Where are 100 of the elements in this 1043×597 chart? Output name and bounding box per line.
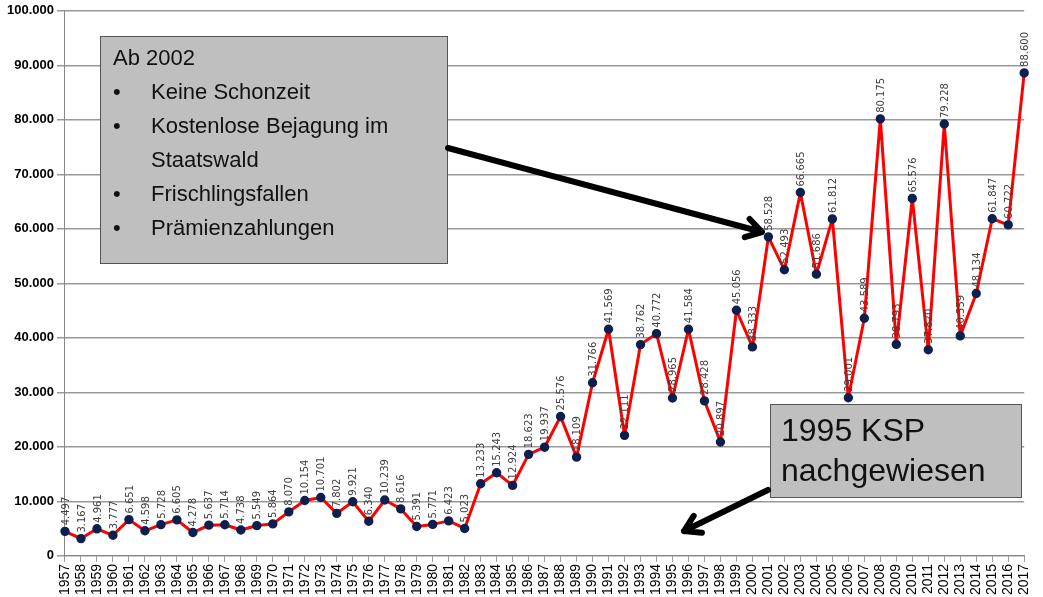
- text-box: 1995 KSP nachgewiesen: [770, 404, 1022, 498]
- x-tick-label: 1989: [567, 563, 584, 596]
- x-tick-label: 1986: [519, 563, 536, 596]
- x-tick-label: 1976: [359, 563, 376, 596]
- x-tick-label: 2013: [951, 563, 968, 596]
- data-label: 25.576: [555, 375, 567, 411]
- x-tick-label: 1983: [471, 563, 488, 596]
- x-tick-label: 2003: [791, 563, 808, 596]
- x-tick-label: 1978: [391, 563, 408, 596]
- data-label: 88.600: [1018, 31, 1030, 67]
- x-tick-label: 2005: [823, 563, 840, 596]
- x-tick-label: 1995: [663, 563, 680, 596]
- x-tick-label: 2015: [983, 563, 1000, 596]
- data-label: 4.961: [91, 494, 103, 523]
- data-label: 66.665: [794, 151, 806, 187]
- x-tick-label: 2011: [919, 563, 936, 594]
- y-tick-label: 20.000: [14, 438, 54, 454]
- x-tick-label: 1974: [327, 563, 344, 596]
- data-label: 5.714: [219, 490, 231, 519]
- data-label: 48.134: [970, 252, 982, 288]
- data-label: 5.637: [203, 490, 215, 520]
- data-label: 41.584: [683, 288, 695, 324]
- x-tick-label: 1997: [695, 563, 712, 596]
- x-tick-label: 1980: [423, 563, 440, 596]
- x-tick-label: 2004: [807, 563, 824, 596]
- x-tick-label: 1971: [279, 563, 296, 596]
- data-label: 4.598: [139, 496, 151, 525]
- data-label: 37.820: [922, 308, 934, 344]
- data-label: 4.497: [59, 496, 71, 526]
- x-tick-label: 1981: [439, 563, 456, 596]
- data-label: 15.243: [491, 431, 503, 467]
- data-label: 61.847: [986, 177, 998, 213]
- x-tick-label: 1959: [87, 563, 104, 596]
- data-label: 28.965: [667, 356, 679, 392]
- x-tick-label: 1993: [631, 563, 648, 596]
- data-label: 4.278: [187, 497, 199, 527]
- x-tick-label: 1963: [151, 563, 168, 596]
- data-label: 12.924: [507, 444, 519, 480]
- x-tick-label: 2008: [871, 563, 888, 596]
- data-label: 10.239: [379, 459, 391, 495]
- data-label: 28.428: [699, 359, 711, 395]
- x-tick-label: 1990: [583, 563, 600, 596]
- x-tick-label: 2012: [935, 563, 952, 596]
- data-label: 10.154: [299, 459, 311, 495]
- x-tick-label: 2002: [775, 563, 792, 596]
- data-label: 8.070: [283, 477, 295, 506]
- x-tick-label: 1972: [295, 563, 312, 596]
- data-label: 10.701: [315, 456, 327, 492]
- data-label: 43.589: [858, 277, 870, 313]
- y-tick-label: 100.000: [6, 2, 54, 18]
- data-label: 6.340: [363, 486, 375, 516]
- y-tick-label: 40.000: [14, 329, 54, 345]
- data-label: 6.651: [123, 484, 135, 514]
- data-label: 80.175: [874, 77, 886, 113]
- data-label: 5.391: [411, 491, 423, 521]
- data-label: 5.023: [459, 493, 471, 523]
- data-label: 38.793: [890, 303, 902, 339]
- data-label: 38.333: [747, 305, 759, 341]
- y-tick-label: 80.000: [14, 111, 54, 127]
- data-label: 6.423: [443, 486, 455, 515]
- x-tick-label: 1985: [503, 563, 520, 596]
- x-tick-label: 2000: [743, 563, 760, 596]
- x-tick-label: 2006: [839, 563, 856, 596]
- data-label: 29.001: [842, 356, 854, 392]
- x-tick-label: 2009: [887, 563, 904, 596]
- data-label: 79.228: [938, 83, 950, 119]
- data-label: 5.728: [155, 489, 167, 519]
- data-label: 40.772: [651, 292, 663, 328]
- data-label: 22.111: [619, 394, 631, 430]
- x-tick-label: 1970: [263, 563, 280, 596]
- y-tick-label: 70.000: [14, 165, 54, 181]
- data-label: 38.762: [635, 303, 647, 339]
- x-tick-label: 1982: [455, 563, 472, 596]
- data-label: 60.722: [1002, 183, 1014, 219]
- x-tick-label: 1962: [135, 563, 152, 596]
- x-tick-label: 2016: [999, 563, 1016, 596]
- x-tick-label: 1965: [183, 563, 200, 596]
- data-label: 31.766: [587, 341, 599, 377]
- data-label: 13.233: [475, 442, 487, 478]
- data-label: 3.777: [107, 500, 119, 530]
- x-tick-label: 1992: [615, 563, 632, 596]
- x-tick-label: 1988: [551, 563, 568, 596]
- data-label: 19.937: [539, 406, 551, 442]
- x-tick-label: 1966: [199, 563, 216, 596]
- x-tick-label: 2007: [855, 563, 872, 596]
- data-label: 18.109: [571, 416, 583, 452]
- data-label: 9.921: [347, 467, 359, 496]
- data-label: 40.359: [954, 294, 966, 330]
- data-label: 3.167: [75, 503, 87, 533]
- y-tick-label: 90.000: [14, 56, 54, 72]
- data-label: 5.549: [251, 490, 263, 520]
- data-label: 41.569: [603, 288, 615, 324]
- data-label: 65.576: [906, 157, 918, 193]
- x-tick-label: 1999: [727, 563, 744, 596]
- x-tick-label: 1975: [343, 563, 360, 596]
- x-tick-label: 1968: [231, 563, 248, 596]
- x-tick-label: 1996: [679, 563, 696, 596]
- data-label: 5.771: [427, 489, 439, 519]
- y-tick-label: 60.000: [14, 220, 54, 236]
- data-label: 6.605: [171, 485, 183, 514]
